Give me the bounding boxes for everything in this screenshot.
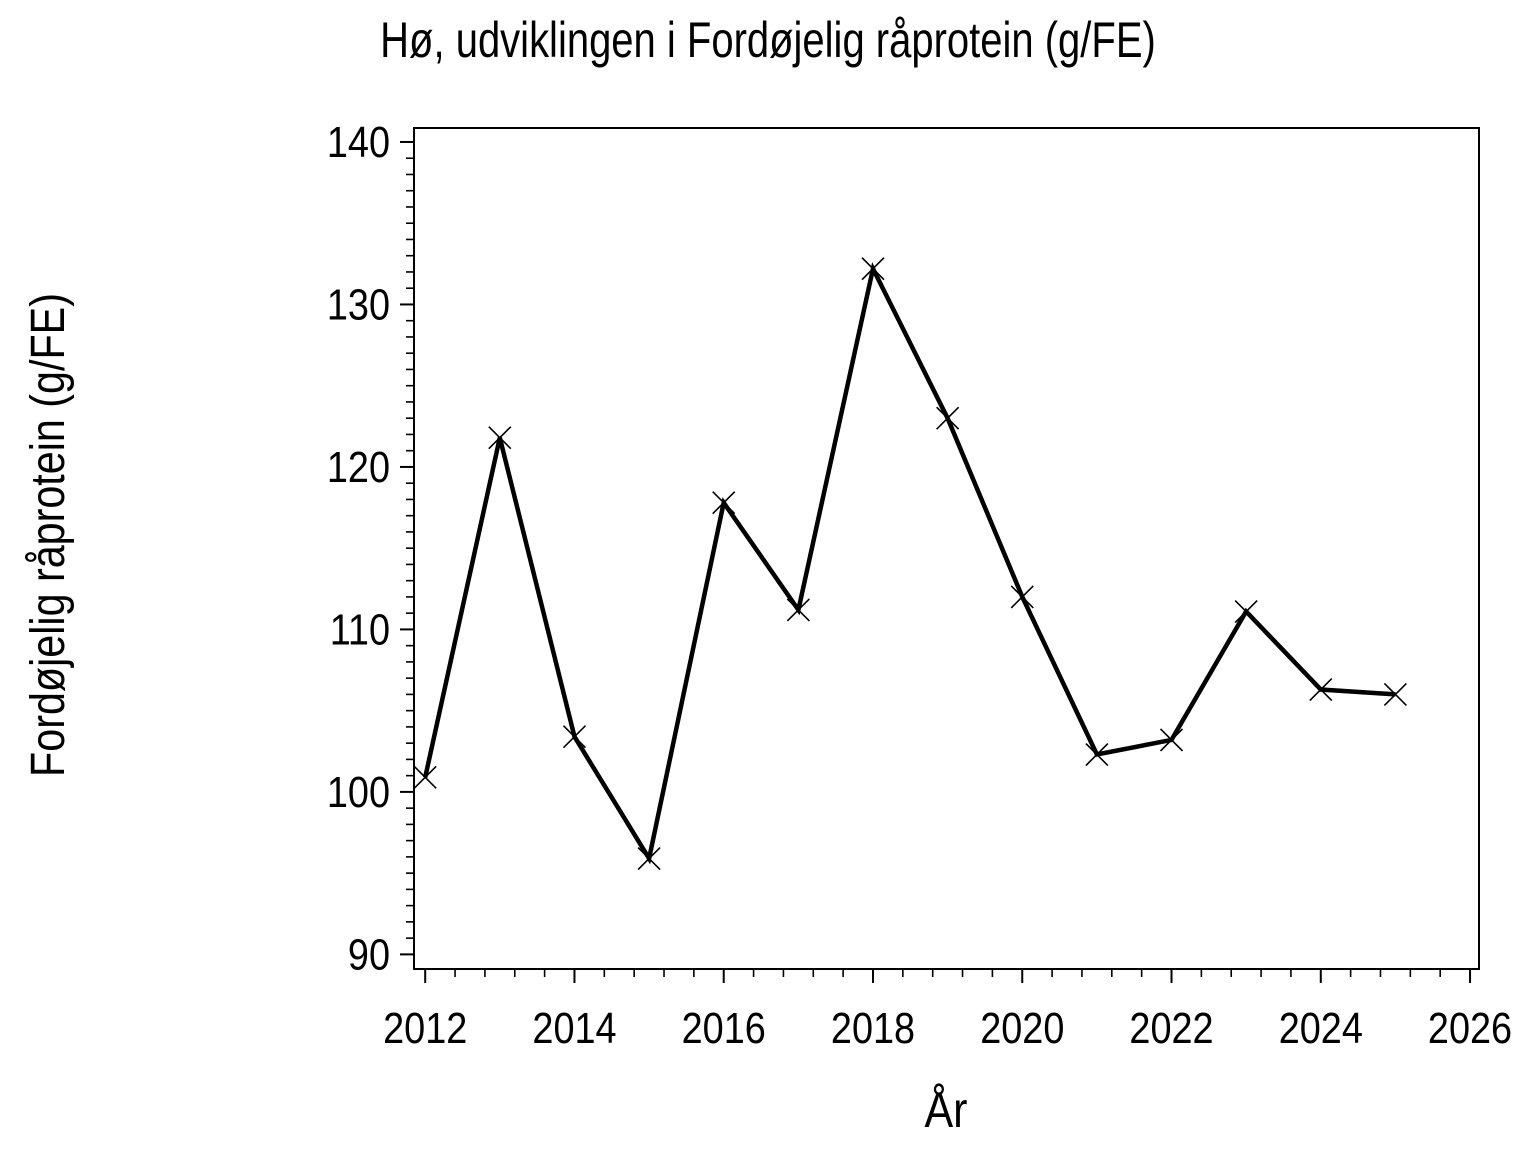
data-point-marker: [637, 846, 661, 871]
marker-stroke: [1085, 742, 1109, 767]
axis-ticks: [400, 140, 1472, 983]
y-tick-labels: 90 100 110 120 130 140: [327, 117, 390, 979]
x-tick-label: 2012: [383, 1003, 467, 1052]
data-point-marker: [1085, 742, 1109, 767]
marker-stroke: [488, 426, 512, 450]
marker-stroke: [1010, 585, 1034, 609]
x-tick-label: 2018: [831, 1003, 915, 1052]
y-tick-label: 140: [327, 117, 390, 166]
marker-stroke: [1159, 728, 1184, 752]
x-tick-label: 2014: [532, 1003, 616, 1052]
plot-frame-box: [413, 127, 1480, 970]
x-tick-label: 2022: [1129, 1003, 1213, 1052]
marker-stroke: [712, 491, 736, 515]
y-tick-label: 120: [327, 442, 390, 491]
marker-stroke: [1383, 682, 1407, 706]
y-tick-label: 90: [348, 930, 390, 979]
chart-title: Hø, udviklingen i Fordøjelig råprotein (…: [380, 12, 1156, 68]
marker-stroke: [1309, 677, 1333, 702]
data-point-marker: [488, 426, 512, 450]
marker-stroke: [1234, 599, 1258, 624]
data-point-marker: [712, 491, 736, 515]
marker-stroke: [562, 725, 587, 749]
data-point-marker: [861, 257, 885, 281]
x-tick-label: 2016: [682, 1003, 766, 1052]
x-tick-label: 2026: [1428, 1003, 1512, 1052]
x-tick-label: 2020: [980, 1003, 1064, 1052]
data-point-marker: [562, 725, 587, 749]
marker-stroke: [786, 598, 810, 622]
data-point-marker: [1159, 728, 1184, 752]
data-point-marker: [1234, 599, 1258, 624]
data-point-marker: [1383, 682, 1407, 706]
x-tick-labels: 2012 2014 2016 2018 2020 2022 2024 2026: [383, 1003, 1512, 1052]
y-tick-label: 110: [330, 605, 390, 654]
data-series: [413, 257, 1407, 871]
y-axis-title: Fordøjelig råprotein (g/FE): [21, 293, 75, 777]
y-tick-label: 100: [327, 767, 390, 816]
data-point-marker: [786, 598, 810, 622]
data-point-marker: [1309, 677, 1333, 702]
data-line: [423, 261, 1396, 865]
plot-frame: [413, 127, 1480, 970]
marker-stroke: [861, 257, 885, 281]
marker-stroke: [637, 846, 661, 871]
data-point-marker: [413, 765, 437, 789]
data-point-marker: [936, 406, 960, 430]
y-tick-label: 130: [327, 280, 390, 329]
x-axis-title: År: [925, 1082, 968, 1138]
marker-stroke: [936, 406, 960, 430]
marker-stroke: [413, 765, 437, 789]
data-point-marker: [1010, 585, 1034, 609]
x-tick-label: 2024: [1279, 1003, 1363, 1052]
